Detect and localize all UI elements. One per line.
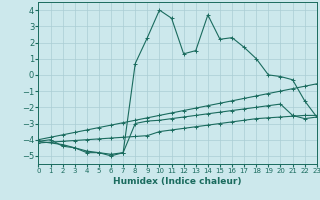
X-axis label: Humidex (Indice chaleur): Humidex (Indice chaleur)	[113, 177, 242, 186]
